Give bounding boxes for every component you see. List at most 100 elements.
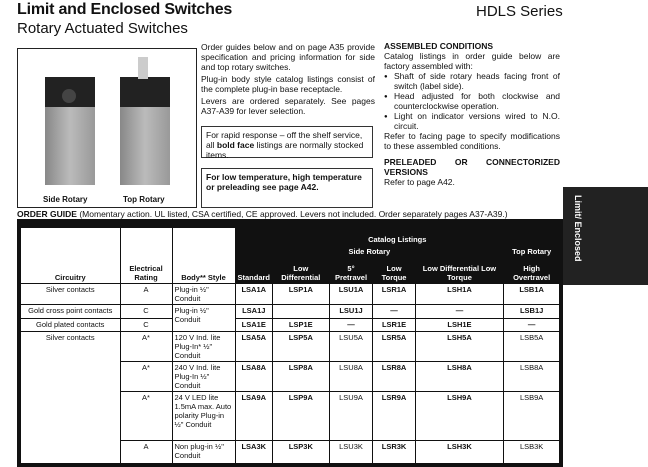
bullet: Light on indicator versions wired to N.O… — [384, 111, 560, 131]
bullet: Shaft of side rotary heads facing front … — [384, 71, 560, 91]
catalog-cell: LSP1E — [272, 318, 330, 332]
rapid-response-box: For rapid response – off the shelf servi… — [201, 126, 373, 160]
intro-paragraph: Plug-in body style catalog listings cons… — [201, 74, 375, 94]
circuitry-cell: Gold cross point contacts — [18, 304, 121, 319]
top-rotary-header: Top Rotary — [503, 245, 562, 258]
col-circuitry: Circuitry — [18, 223, 121, 284]
section-heading: ASSEMBLED CONDITIONS — [384, 41, 494, 51]
page-subtitle: Rotary Actuated Switches — [17, 20, 188, 37]
catalog-cell: LSB3K — [503, 440, 562, 465]
page-title: Limit and Enclosed Switches — [17, 1, 233, 18]
product-photo: Side Rotary Top Rotary — [17, 48, 197, 208]
intro-text: Order guides below and on page A35 provi… — [201, 42, 375, 118]
catalog-cell: LSP3K — [272, 440, 330, 465]
rating-cell: A — [119, 283, 173, 305]
circuitry-cell: Silver contacts — [18, 331, 121, 465]
catalog-cell: LSP1A — [272, 283, 330, 305]
catalog-cell: LSH1E — [414, 318, 505, 332]
catalog-cell: LSH9A — [414, 391, 505, 441]
catalog-cell: LSA1J — [234, 304, 274, 319]
section-tab: Limit/ Enclosed — [563, 187, 648, 285]
catalog-cell: LSB9A — [503, 391, 562, 441]
body-cell: Plug-in ½" Conduit — [171, 304, 236, 332]
col-rating: Electrical Rating — [119, 223, 173, 284]
table-row: Gold cross point contacts C Plug-in ½" Con… — [18, 304, 562, 332]
side-rotary-header: Side Rotary — [234, 245, 505, 258]
catalog-cell: LSH5A — [414, 331, 505, 362]
col-header: 5° Pretravel — [328, 257, 374, 284]
intro-paragraph: Levers are ordered separately. See pages… — [201, 96, 375, 116]
section-heading: PRELEADED OR CONNECTORIZED VERSIONS — [384, 157, 560, 177]
catalog-cell: — — [414, 304, 505, 319]
catalog-cell: LSH8A — [414, 361, 505, 392]
catalog-cell: LSU9A — [328, 391, 374, 441]
assembled-conditions: ASSEMBLED CONDITIONS Catalog listings in… — [384, 41, 560, 187]
circuitry-cell: Gold plated contacts — [18, 318, 121, 332]
catalog-cell: LSU8A — [328, 361, 374, 392]
catalog-cell — [272, 304, 330, 319]
intro-paragraph: Order guides below and on page A35 provi… — [201, 42, 375, 72]
catalog-cell: — — [372, 304, 416, 319]
low-temp-box: For low temperature, high temperature or… — [201, 168, 373, 208]
catalog-cell: LSU3K — [328, 440, 374, 465]
catalog-header: Catalog Listings — [234, 223, 562, 246]
catalog-cell: LSR1E — [372, 318, 416, 332]
bullet: Head adjusted for both clockwise and cou… — [384, 91, 560, 111]
rating-cell: C — [119, 318, 173, 332]
catalog-cell: LSA1A — [234, 283, 274, 305]
table-row: Gold plated contacts C LSA1E LSP1E — LSR1E LSH… — [18, 318, 562, 332]
catalog-cell: LSR1A — [372, 283, 416, 305]
paragraph: Refer to page A42. — [384, 177, 455, 187]
paragraph: Catalog listings in order guide below ar… — [384, 51, 560, 71]
catalog-cell: LSR9A — [372, 391, 416, 441]
body-cell: Plug-in ½" Conduit — [171, 283, 236, 305]
catalog-cell: LSH1A — [414, 283, 505, 305]
catalog-cell: LSR5A — [372, 331, 416, 362]
catalog-cell: LSU5A — [328, 331, 374, 362]
catalog-cell: LSB8A — [503, 361, 562, 392]
catalog-cell: LSH3K — [414, 440, 505, 465]
catalog-cell: LSP8A — [272, 361, 330, 392]
col-header: Standard — [234, 257, 274, 284]
rating-cell: A* — [119, 391, 173, 441]
catalog-cell: LSA3K — [234, 440, 274, 465]
caption-side-rotary: Side Rotary — [43, 195, 88, 204]
catalog-cell: LSB1A — [503, 283, 562, 305]
body-cell: 120 V Ind. lite Plug-In* ½" Conduit — [171, 331, 236, 362]
catalog-cell: — — [503, 318, 562, 332]
rating-cell: A* — [119, 361, 173, 392]
catalog-cell: LSA1E — [234, 318, 274, 332]
rating-cell: A — [119, 440, 173, 465]
body-cell: 24 V LED lite 1.5mA max. Auto polarity P… — [171, 391, 236, 441]
catalog-cell: LSU1J — [328, 304, 374, 319]
rating-cell: A* — [119, 331, 173, 362]
order-guide-label: ORDER GUIDE (Momentary action. UL listed… — [17, 209, 508, 219]
body-cell: 240 V Ind. lite Plug-In ½" Conduit — [171, 361, 236, 392]
table-row: Silver contacts A Plug-in ½" Conduit LSA1A L… — [18, 283, 562, 305]
catalog-cell: LSP5A — [272, 331, 330, 362]
catalog-cell: LSA9A — [234, 391, 274, 441]
catalog-cell: LSR3K — [372, 440, 416, 465]
col-header: High Overtravel — [503, 257, 562, 284]
catalog-cell: LSR8A — [372, 361, 416, 392]
body-cell: Non plug-in ½" Conduit — [171, 440, 236, 465]
caption-top-rotary: Top Rotary — [123, 195, 165, 204]
col-header: Low Differential — [272, 257, 330, 284]
col-body: Body** Style — [171, 223, 236, 284]
catalog-cell: LSP9A — [272, 391, 330, 441]
catalog-cell: — — [328, 318, 374, 332]
order-guide-table: Circuitry Electrical Rating Body** Style… — [17, 219, 563, 467]
table-row: Silver contacts A* 120 V Ind. lite Plug-In… — [18, 331, 562, 465]
catalog-cell: LSA8A — [234, 361, 274, 392]
circuitry-cell: Silver contacts — [18, 283, 121, 305]
catalog-cell: LSB1J — [503, 304, 562, 319]
col-header: Low Differential Low Torque — [414, 257, 505, 284]
series-name: HDLS Series — [476, 3, 563, 20]
paragraph: Refer to facing page to specify modifica… — [384, 131, 560, 151]
catalog-cell: LSB5A — [503, 331, 562, 362]
rating-cell: C — [119, 304, 173, 319]
catalog-cell: LSA5A — [234, 331, 274, 362]
table-row: A* 240 V Ind. lite Plug-In ½" Conduit LSA8… — [19, 361, 562, 392]
catalog-cell: LSU1A — [328, 283, 374, 305]
col-header: Low Torque — [372, 257, 416, 284]
